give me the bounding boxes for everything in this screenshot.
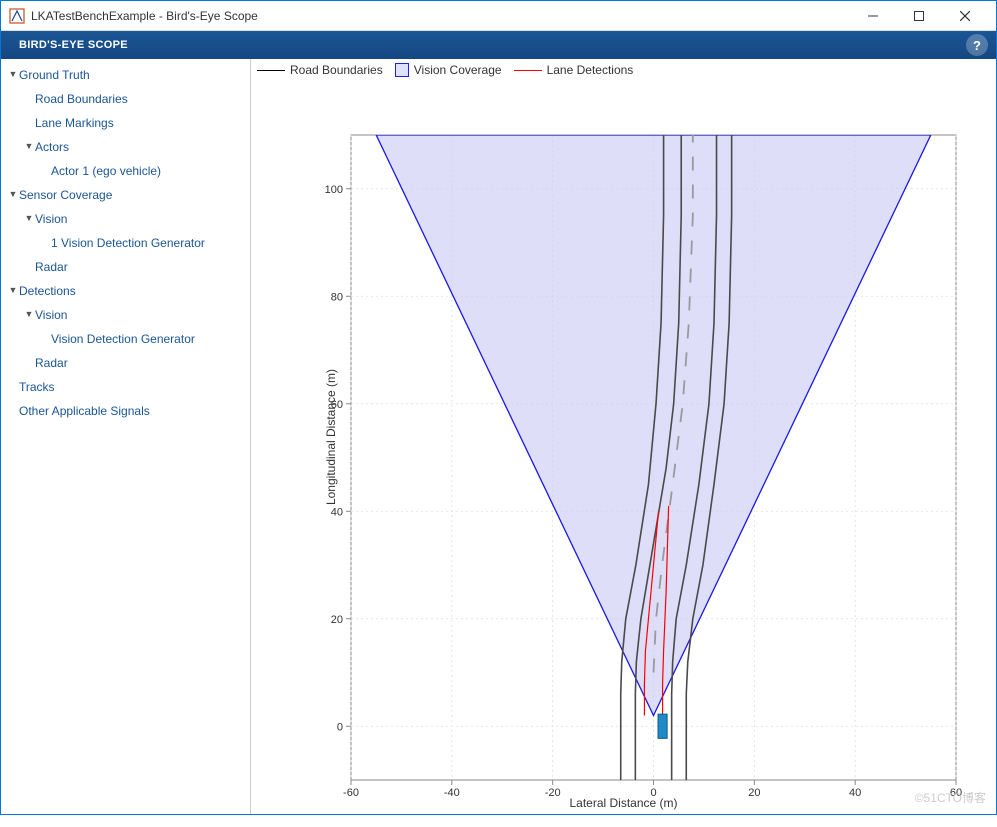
tree-item-label: Road Boundaries xyxy=(35,90,128,108)
svg-text:0: 0 xyxy=(650,787,656,799)
svg-text:0: 0 xyxy=(337,721,343,733)
svg-text:-60: -60 xyxy=(343,787,359,799)
help-button[interactable]: ? xyxy=(966,34,988,56)
tree-item[interactable]: 1 Vision Detection Generator xyxy=(1,231,250,255)
tree-expand-icon[interactable]: ▼ xyxy=(23,308,35,322)
tree-item[interactable]: Radar xyxy=(1,255,250,279)
svg-text:20: 20 xyxy=(331,614,343,626)
tree-item[interactable]: ▼Actors xyxy=(1,135,250,159)
tree-item-label: Tracks xyxy=(19,378,55,396)
tree-expand-icon[interactable]: ▼ xyxy=(23,140,35,154)
legend-label: Vision Coverage xyxy=(414,63,502,77)
tree-item[interactable]: Vision Detection Generator xyxy=(1,327,250,351)
svg-text:80: 80 xyxy=(331,291,343,303)
birds-eye-chart[interactable]: 60 40 20 0 -20 -40 -60 0 20 40 60 80 100 xyxy=(303,87,978,827)
legend-vision-coverage[interactable]: Vision Coverage xyxy=(395,63,502,77)
svg-text:40: 40 xyxy=(331,506,343,518)
tree-item-label: Ground Truth xyxy=(19,66,90,84)
tab-birds-eye-scope[interactable]: BIRD'S-EYE SCOPE xyxy=(9,33,138,57)
app-icon xyxy=(9,8,25,24)
tree-expand-icon[interactable]: ▼ xyxy=(7,188,19,202)
tree-item-label: Lane Markings xyxy=(35,114,114,132)
tree-item-label: Detections xyxy=(19,282,76,300)
legend-box-icon xyxy=(395,63,409,77)
svg-text:40: 40 xyxy=(849,787,861,799)
plot-area: Road Boundaries Vision Coverage Lane Det… xyxy=(251,59,996,814)
legend-line-icon xyxy=(514,70,542,71)
window-title: LKATestBenchExample - Bird's-Eye Scope xyxy=(31,9,850,23)
svg-text:20: 20 xyxy=(748,787,760,799)
tree-item-label: Actor 1 (ego vehicle) xyxy=(51,162,161,180)
tree-item[interactable]: ▼Vision xyxy=(1,207,250,231)
toolstrip: BIRD'S-EYE SCOPE ? xyxy=(1,31,996,59)
minimize-button[interactable] xyxy=(850,1,896,31)
tree-item[interactable]: Road Boundaries xyxy=(1,87,250,111)
close-button[interactable] xyxy=(942,1,988,31)
tree-item[interactable]: Actor 1 (ego vehicle) xyxy=(1,159,250,183)
svg-text:100: 100 xyxy=(325,184,343,196)
tree-item-label: Actors xyxy=(35,138,69,156)
tree-item-label: Vision xyxy=(35,210,67,228)
sidebar-tree[interactable]: ▼Ground TruthRoad BoundariesLane Marking… xyxy=(1,59,251,814)
svg-text:60: 60 xyxy=(950,787,962,799)
tree-item-label: Other Applicable Signals xyxy=(19,402,150,420)
legend-lane-detections[interactable]: Lane Detections xyxy=(514,63,634,77)
maximize-button[interactable] xyxy=(896,1,942,31)
tree-item[interactable]: ▼Detections xyxy=(1,279,250,303)
titlebar: LKATestBenchExample - Bird's-Eye Scope xyxy=(1,1,996,31)
legend-line-icon xyxy=(257,70,285,71)
tree-item-label: 1 Vision Detection Generator xyxy=(51,234,205,252)
tree-item[interactable]: ▼Ground Truth xyxy=(1,63,250,87)
tree-expand-icon[interactable]: ▼ xyxy=(7,284,19,298)
tree-item[interactable]: Tracks xyxy=(1,375,250,399)
tree-item-label: Vision xyxy=(35,306,67,324)
tree-item-label: Radar xyxy=(35,258,68,276)
legend: Road Boundaries Vision Coverage Lane Det… xyxy=(257,63,633,77)
tree-item[interactable]: ▼Sensor Coverage xyxy=(1,183,250,207)
window-controls xyxy=(850,1,988,31)
legend-label: Lane Detections xyxy=(547,63,634,77)
svg-text:60: 60 xyxy=(331,399,343,411)
tree-item-label: Sensor Coverage xyxy=(19,186,112,204)
tree-item-label: Radar xyxy=(35,354,68,372)
svg-text:-20: -20 xyxy=(545,787,561,799)
tree-expand-icon[interactable]: ▼ xyxy=(23,212,35,226)
tree-expand-icon[interactable]: ▼ xyxy=(7,68,19,82)
tree-item[interactable]: Radar xyxy=(1,351,250,375)
legend-road-boundaries[interactable]: Road Boundaries xyxy=(257,63,383,77)
tree-item[interactable]: Other Applicable Signals xyxy=(1,399,250,423)
svg-text:-40: -40 xyxy=(444,787,460,799)
tree-item[interactable]: Lane Markings xyxy=(1,111,250,135)
legend-label: Road Boundaries xyxy=(290,63,383,77)
tree-item-label: Vision Detection Generator xyxy=(51,330,195,348)
tree-item[interactable]: ▼Vision xyxy=(1,303,250,327)
